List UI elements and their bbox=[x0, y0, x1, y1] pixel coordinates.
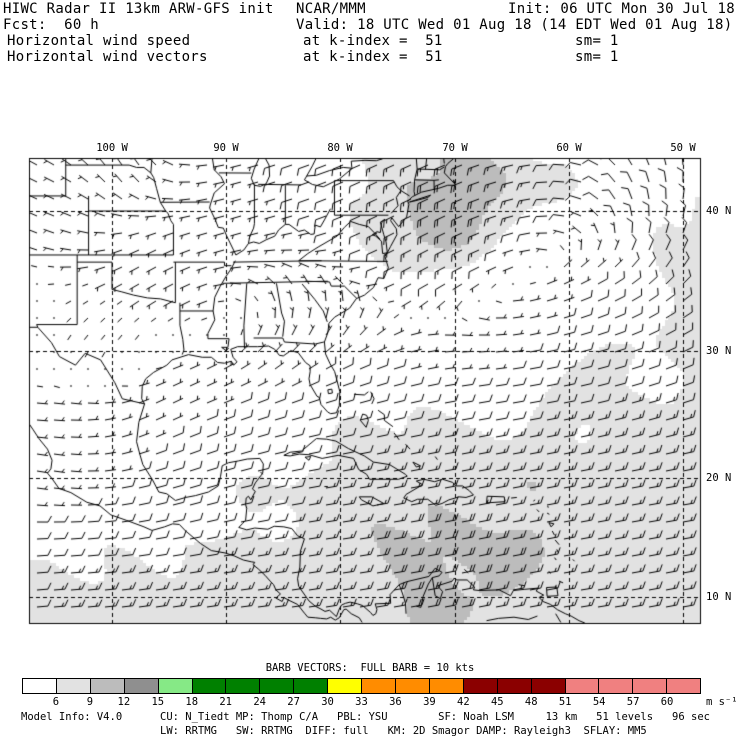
colorbar-cell bbox=[429, 679, 464, 693]
colorbar-tick-label: 36 bbox=[389, 696, 402, 708]
field1-level-label: at k-index = 51 bbox=[303, 33, 443, 49]
colorbar-cell bbox=[328, 679, 363, 693]
field2-smooth-label: sm= 1 bbox=[575, 49, 619, 65]
model-info-label: Model Info: V4.0 bbox=[21, 711, 123, 723]
physics-line-2: LW: RRTMG SW: RRTMG DIFF: full KM: 2D Sm… bbox=[160, 725, 647, 737]
field1-label: Horizontal wind speed bbox=[7, 33, 191, 49]
colorbar bbox=[22, 678, 701, 694]
colorbar-cell bbox=[294, 679, 329, 693]
forecast-hour-label: Fcst: 60 h bbox=[3, 17, 100, 33]
lat-tick-label: 40 N bbox=[706, 205, 732, 217]
field2-level-label: at k-index = 51 bbox=[303, 49, 443, 65]
colorbar-cell bbox=[633, 679, 668, 693]
colorbar-cell bbox=[260, 679, 295, 693]
physics-line-1: CU: N_Tiedt MP: Thomp C/A PBL: YSU SF: N… bbox=[160, 711, 710, 723]
colorbar-cell bbox=[463, 679, 498, 693]
colorbar-cell bbox=[158, 679, 193, 693]
lon-tick-label: 70 W bbox=[442, 142, 468, 154]
colorbar-tick-label: 57 bbox=[626, 696, 640, 708]
lat-tick-label: 20 N bbox=[706, 472, 732, 484]
colorbar-cell bbox=[90, 679, 125, 693]
colorbar-tick-label: 6 bbox=[52, 696, 60, 708]
colorbar-cell bbox=[23, 679, 57, 693]
colorbar-tick-label: 33 bbox=[355, 696, 368, 708]
colorbar-title: BARB VECTORS: FULL BARB = 10 kts bbox=[265, 662, 475, 674]
field2-label: Horizontal wind vectors bbox=[7, 49, 208, 65]
colorbar-cell bbox=[565, 679, 600, 693]
colorbar-tick-label: 9 bbox=[86, 696, 94, 708]
init-time-label: Init: 06 UTC Mon 30 Jul 18 bbox=[508, 1, 735, 17]
colorbar-tick-label: 60 bbox=[660, 696, 674, 708]
colorbar-cell bbox=[124, 679, 159, 693]
colorbar-cell bbox=[56, 679, 91, 693]
colorbar-cell bbox=[497, 679, 532, 693]
lon-tick-label: 90 W bbox=[213, 142, 239, 154]
field1-smooth-label: sm= 1 bbox=[575, 33, 619, 49]
colorbar-cell bbox=[395, 679, 430, 693]
lon-tick-label: 100 W bbox=[96, 142, 128, 154]
colorbar-tick-label: 45 bbox=[490, 696, 504, 708]
colorbar-cell bbox=[599, 679, 634, 693]
colorbar-tick-label: 27 bbox=[287, 696, 300, 708]
colorbar-cell bbox=[362, 679, 396, 693]
colorbar-cell bbox=[192, 679, 227, 693]
colorbar-tick-label: 39 bbox=[423, 696, 436, 708]
colorbar-tick-label: 51 bbox=[558, 696, 572, 708]
colorbar-unit: m s⁻¹ bbox=[706, 696, 738, 708]
colorbar-cell bbox=[531, 679, 566, 693]
colorbar-tick-label: 21 bbox=[219, 696, 233, 708]
colorbar-tick-label: 24 bbox=[253, 696, 266, 708]
lon-tick-label: 60 W bbox=[556, 142, 582, 154]
lon-tick-label: 80 W bbox=[327, 142, 353, 154]
colorbar-tick-label: 30 bbox=[321, 696, 334, 708]
colorbar-tick-label: 15 bbox=[151, 696, 165, 708]
colorbar-tick-label: 12 bbox=[117, 696, 131, 708]
colorbar-tick-label: 42 bbox=[457, 696, 470, 708]
colorbar-tick-label: 18 bbox=[185, 696, 199, 708]
colorbar-cell bbox=[226, 679, 261, 693]
org-label: NCAR/MMM bbox=[296, 1, 366, 17]
colorbar-tick-label: 48 bbox=[524, 696, 538, 708]
colorbar-tick-label: 54 bbox=[592, 696, 606, 708]
colorbar-cell bbox=[667, 679, 701, 693]
lat-tick-label: 10 N bbox=[706, 591, 732, 603]
lat-tick-label: 30 N bbox=[706, 345, 732, 357]
valid-time-label: Valid: 18 UTC Wed 01 Aug 18 (14 EDT Wed … bbox=[296, 17, 733, 33]
model-title: HIWC Radar II 13km ARW-GFS init bbox=[3, 1, 274, 17]
lon-tick-label: 50 W bbox=[670, 142, 696, 154]
